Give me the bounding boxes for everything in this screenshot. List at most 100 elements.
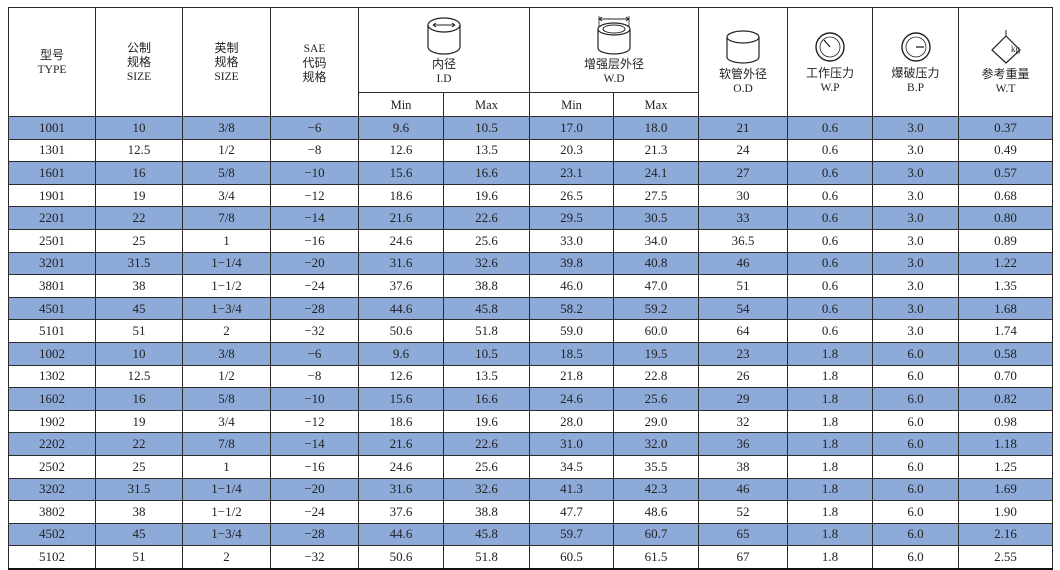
cell-type: 3802 [8,500,96,524]
cell-inch-size: 1 [182,228,271,253]
wd-max-header: Max [612,92,700,117]
cell-wt: 0.80 [958,206,1054,230]
cell-wd-min: 33.0 [529,228,614,253]
table-row: 1601 16 5/8 −10 15.6 16.6 23.1 24.1 27 0.6 3.0 0.57 [8,161,1054,185]
cell-id-max: 32.6 [443,477,530,502]
table-row: 3201 31.5 1−1/4 −20 31.6 32.6 39.8 40.8 46 0.6 3.0… [8,251,1054,276]
type-en-label: TYPE [37,63,67,76]
cell-metric-size: 51 [95,545,183,570]
cell-wd-min: 31.0 [529,432,614,456]
cell-wt: 0.98 [958,409,1054,434]
cell-metric-size: 38 [95,274,183,298]
cell-id-max: 10.5 [443,341,530,366]
cell-inch-size: 1 [182,454,271,479]
cell-type: 2201 [8,206,96,230]
cell-wd-min: 28.0 [529,409,614,434]
cell-wt: 1.18 [958,432,1054,456]
cell-id-max: 51.8 [443,319,530,343]
cell-wp: 1.8 [787,545,874,570]
cell-wd-min: 47.7 [529,500,614,524]
cell-od: 33 [698,206,789,230]
bp-en-label: B.P [907,81,924,94]
col-od-header: 软管外径 O.D [698,7,789,117]
table-row: 1302 12.5 1/2 −8 12.6 13.5 21.8 22.8 26 1.8 6.0 0.7… [8,364,1054,389]
cell-sae-code: −12 [270,409,359,434]
type-zh-label: 型号 [39,47,64,62]
id-max-header: Max [443,92,530,117]
cell-type: 4502 [8,522,96,547]
cell-wd-max: 34.0 [612,228,700,253]
cell-od: 30 [698,183,789,208]
cell-metric-size: 19 [95,183,183,208]
cell-od: 46 [698,251,789,276]
cell-wd-max: 47.0 [612,274,700,298]
cell-wd-min: 59.0 [529,319,614,343]
cell-od: 52 [698,500,789,524]
cell-bp: 6.0 [872,409,960,434]
inner-diameter-icon [427,16,461,55]
cell-od: 51 [698,274,789,298]
cell-sae-code: −16 [270,228,359,253]
cell-wp: 1.8 [787,477,874,502]
cell-wd-min: 59.7 [529,522,614,547]
cell-wd-max: 60.7 [612,522,700,547]
cell-wt: 0.37 [958,116,1054,140]
cell-metric-size: 16 [95,161,183,185]
cell-id-max: 25.6 [443,454,530,479]
table-row: 1902 19 3/4 −12 18.6 19.6 28.0 29.0 32 1.8 6.0 0.98 [8,409,1054,434]
cell-wd-min: 18.5 [529,341,614,366]
cell-wt: 1.90 [958,500,1054,524]
metric-en-label: SIZE [126,70,152,83]
cell-wd-min: 17.0 [529,116,614,140]
cell-type: 5102 [8,545,96,570]
cell-wt: 0.70 [958,364,1054,389]
cell-wd-min: 26.5 [529,183,614,208]
cell-inch-size: 7/8 [182,206,271,230]
cell-id-max: 51.8 [443,545,530,570]
cell-wt: 1.69 [958,477,1054,502]
cell-inch-size: 3/8 [182,341,271,366]
hose-spec-table: 型号 TYPE 公制 规格 SIZE 英制 规格 SIZE SAE 代码 规格 [8,7,1054,570]
cell-wt: 1.25 [958,454,1054,479]
sae-zh1-label: 代码 [302,55,327,70]
col-bp-header: 爆破压力 B.P [872,7,960,117]
wt-en-label: W.T [995,82,1016,95]
reinforcement-diameter-icon [597,15,631,55]
cell-type: 1902 [8,409,96,434]
id-zh-label: 内径 [431,56,456,71]
inch-en-label: SIZE [214,70,239,83]
cell-type: 1302 [8,364,96,389]
col-inch-size-header: 英制 规格 SIZE [182,7,271,117]
cell-id-min: 24.6 [358,454,444,479]
cell-wt: 0.49 [958,138,1054,163]
cell-wp: 0.6 [787,116,874,140]
cell-sae-code: −28 [270,296,359,321]
cell-sae-code: −8 [270,138,359,163]
cell-bp: 3.0 [872,138,960,163]
cell-bp: 3.0 [872,251,960,276]
cell-wt: 0.89 [958,228,1054,253]
cell-bp: 3.0 [872,116,960,140]
table-row: 2502 25 1 −16 24.6 25.6 34.5 35.5 38 1.8 6.0 1.25 [8,454,1054,479]
cell-wp: 1.8 [787,364,874,389]
cell-wt: 0.82 [958,387,1054,411]
cell-inch-size: 1−1/2 [182,500,271,524]
cell-id-max: 19.6 [443,183,530,208]
cell-id-min: 44.6 [358,522,444,547]
sae-en-label: SAE [303,42,326,55]
cell-wp: 1.8 [787,454,874,479]
cell-bp: 6.0 [872,364,960,389]
cell-id-max: 13.5 [443,138,530,163]
cell-bp: 6.0 [872,522,960,547]
cell-type: 1002 [8,341,96,366]
cell-wd-max: 35.5 [612,454,700,479]
cell-id-max: 38.8 [443,274,530,298]
od-en-label: O.D [733,82,753,95]
cell-wd-max: 19.5 [612,341,700,366]
cell-id-min: 44.6 [358,296,444,321]
cell-wp: 1.8 [787,522,874,547]
cell-wt: 1.68 [958,296,1054,321]
id-min-header: Min [358,92,444,117]
cell-sae-code: −14 [270,432,359,456]
cell-od: 21 [698,116,789,140]
